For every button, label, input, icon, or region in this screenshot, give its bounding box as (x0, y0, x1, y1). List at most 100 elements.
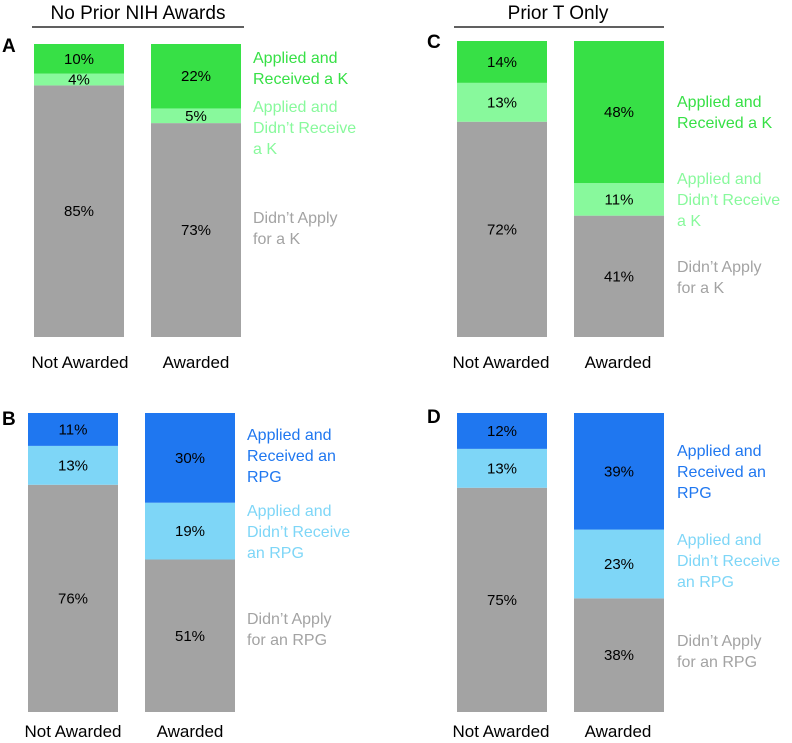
legend-line: for a K (253, 231, 300, 248)
panel-letter-c: C (427, 32, 441, 53)
legend-line: an RPG (677, 574, 734, 591)
panel-letter-a: A (2, 36, 16, 57)
legend-entry-1: Applied and Received a K (677, 94, 772, 132)
legend-entry-3: Didn’t Apply for an RPG (247, 611, 332, 649)
panel-b: B 76% 13% 11% Not Awarded 51% 19% 30% Awarded App… (2, 409, 350, 741)
legend-line: an RPG (247, 545, 304, 562)
legend-entry-2: Applied and Didn’t Receive an RPG (677, 532, 780, 591)
data-label-not-awarded-applied-and-received-an-rpg: 11% (59, 421, 88, 438)
legend-entry-3: Didn’t Apply for a K (253, 210, 338, 248)
data-label-awarded-didnt-apply-for-an-rpg: 51% (175, 628, 205, 645)
legend-line: Applied and (247, 427, 332, 444)
bar-segment-not-awarded-applied-and-didnt-receive-a-k (34, 73, 124, 86)
data-label-awarded-didnt-apply-for-an-rpg: 38% (604, 647, 634, 664)
data-label-awarded-applied-and-didnt-receive-a-k: 5% (185, 108, 207, 125)
legend-line: Applied and (677, 532, 762, 549)
bar-segment-awarded-applied-and-received-a-k (151, 44, 241, 109)
legend-line: a K (677, 213, 701, 230)
data-label-not-awarded-didnt-apply-for-a-k: 85% (64, 203, 94, 220)
category-label-not-awarded: Not Awarded (31, 353, 128, 372)
legend-line: Didn’t Receive (247, 524, 350, 541)
legend-entry-2: Applied and Didn’t Receive a K (677, 171, 780, 230)
category-label-not-awarded: Not Awarded (452, 353, 549, 372)
legend-line: Didn’t Receive (677, 553, 780, 570)
panel-c: C 72% 13% 14% Not Awarded 41% 11% 48% Awarded App… (427, 32, 780, 372)
bar-segment-awarded-didnt-apply-for-a-k (574, 215, 664, 337)
legend-entry-2: Applied and Didn’t Receive a K (253, 99, 356, 158)
category-label-awarded: Awarded (585, 353, 652, 372)
legend-line: Received a K (677, 115, 772, 132)
header-prior-t-only: Prior T Only (508, 3, 609, 24)
bar-segment-not-awarded-didnt-apply-for-a-k (457, 121, 547, 338)
data-label-not-awarded-didnt-apply-for-a-k: 72% (487, 221, 517, 238)
legend-line: Didn’t Apply (677, 259, 762, 276)
bar-segment-not-awarded-applied-and-didnt-receive-an-rpg (457, 448, 547, 488)
legend-line: Didn’t Apply (677, 633, 762, 650)
panel-d: D 75% 13% 12% Not Awarded 38% 23% 39% Awarded App… (427, 407, 780, 741)
legend-entry-1: Applied and Received an RPG (247, 427, 336, 486)
legend-line: for an RPG (247, 632, 327, 649)
legend-line: Didn’t Apply (253, 210, 338, 227)
data-label-not-awarded-didnt-apply-for-an-rpg: 75% (487, 592, 517, 609)
panel-letter-d: D (427, 407, 441, 428)
legend-entry-3: Didn’t Apply for a K (677, 259, 762, 297)
category-label-not-awarded: Not Awarded (452, 722, 549, 741)
legend-line: Applied and (677, 94, 762, 111)
data-label-not-awarded-didnt-apply-for-an-rpg: 76% (58, 590, 88, 607)
data-label-awarded-applied-and-didnt-receive-an-rpg: 23% (604, 556, 634, 573)
legend-line: RPG (677, 485, 712, 502)
legend-line: Applied and (247, 503, 332, 520)
category-label-awarded: Awarded (157, 722, 224, 741)
bar-segment-not-awarded-applied-and-didnt-receive-an-rpg (28, 445, 118, 485)
data-label-not-awarded-applied-and-received-a-k: 14% (487, 54, 517, 71)
legend-line: Didn’t Receive (677, 192, 780, 209)
data-label-awarded-applied-and-didnt-receive-a-k: 11% (605, 191, 634, 208)
data-label-not-awarded-applied-and-didnt-receive-a-k: 4% (68, 72, 90, 89)
header-no-prior-nih-awards: No Prior NIH Awards (51, 3, 226, 24)
legend-line: Received a K (253, 71, 348, 88)
bar-segment-awarded-applied-and-didnt-receive-a-k (151, 108, 241, 124)
data-label-not-awarded-applied-and-didnt-receive-a-k: 13% (487, 94, 517, 111)
legend-line: Applied and (677, 171, 762, 188)
legend-entry-3: Didn’t Apply for an RPG (677, 633, 762, 671)
legend-line: for an RPG (677, 654, 757, 671)
bar-segment-not-awarded-applied-and-didnt-receive-a-k (457, 82, 547, 122)
legend-entry-2: Applied and Didn’t Receive an RPG (247, 503, 350, 562)
bar-segment-not-awarded-applied-and-received-a-k (34, 44, 124, 74)
bar-segment-not-awarded-didnt-apply-for-an-rpg (28, 484, 118, 712)
panel-a: A 85% 4% 10% Not Awarded 73% 5% 22% Awarded Appli… (2, 36, 356, 372)
data-label-not-awarded-applied-and-received-an-rpg: 12% (487, 423, 517, 440)
legend-line: Received an (247, 448, 336, 465)
category-label-awarded: Awarded (163, 353, 230, 372)
bar-segment-awarded-applied-and-didnt-receive-an-rpg (574, 529, 664, 599)
legend-line: for a K (677, 280, 724, 297)
bar-segment-awarded-applied-and-received-a-k (574, 41, 664, 184)
category-label-not-awarded: Not Awarded (24, 722, 121, 741)
data-label-awarded-didnt-apply-for-a-k: 41% (604, 268, 634, 285)
data-label-awarded-applied-and-didnt-receive-an-rpg: 19% (175, 523, 205, 540)
legend-entry-1: Applied and Received a K (253, 50, 348, 88)
bar-segment-awarded-applied-and-received-an-rpg (145, 413, 235, 503)
bar-segment-awarded-didnt-apply-for-a-k (151, 123, 241, 337)
data-label-awarded-applied-and-received-a-k: 48% (604, 104, 634, 121)
bar-segment-awarded-didnt-apply-for-an-rpg (145, 559, 235, 712)
legend-entry-1: Applied and Received an RPG (677, 443, 766, 502)
legend-line: RPG (247, 469, 282, 486)
bar-segment-awarded-applied-and-received-an-rpg (574, 413, 664, 530)
bar-segment-not-awarded-didnt-apply-for-an-rpg (457, 487, 547, 712)
bar-segment-not-awarded-applied-and-received-a-k (457, 41, 547, 83)
legend-line: Applied and (253, 99, 338, 116)
legend-line: Received an (677, 464, 766, 481)
legend-line: a K (253, 141, 277, 158)
legend-line: Didn’t Receive (253, 120, 356, 137)
panel-letter-b: B (2, 409, 16, 430)
data-label-not-awarded-applied-and-didnt-receive-an-rpg: 13% (487, 460, 517, 477)
legend-line: Didn’t Apply (247, 611, 332, 628)
data-label-awarded-applied-and-received-a-k: 22% (181, 68, 211, 85)
legend-line: Applied and (253, 50, 338, 67)
legend-line: Applied and (677, 443, 762, 460)
data-label-awarded-applied-and-received-an-rpg: 39% (604, 463, 634, 480)
bar-segment-awarded-applied-and-didnt-receive-an-rpg (145, 502, 235, 560)
bar-segment-awarded-didnt-apply-for-an-rpg (574, 598, 664, 712)
